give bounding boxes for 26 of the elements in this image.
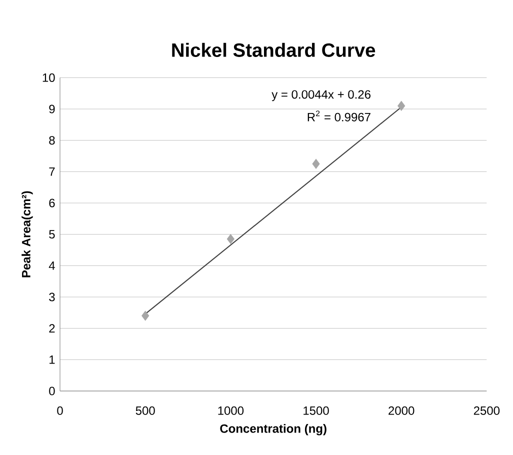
x-tick-label: 1500 — [304, 406, 329, 415]
chart-title: Nickel Standard Curve — [172, 42, 376, 57]
y-tick-label: 5 — [49, 230, 55, 239]
y-tick-label: 10 — [42, 73, 55, 82]
y-tick-label: 6 — [49, 198, 55, 208]
y-tick-label: 1 — [50, 356, 55, 364]
x-tick-label: 1000 — [218, 406, 244, 415]
y-tick-label: 2 — [49, 324, 55, 333]
point — [142, 310, 150, 321]
annotation: R$^{2}$ = 0.9967 — [308, 110, 370, 122]
point — [398, 100, 406, 111]
x-tick-label: 2500 — [474, 406, 500, 415]
y-tick-label: 7 — [49, 168, 55, 176]
y-tick-label: 4 — [48, 262, 55, 270]
y-axis-title: Peak Area(cm²) — [22, 191, 33, 278]
y-tick-label: 3 — [49, 292, 55, 302]
point — [312, 158, 320, 169]
point — [226, 234, 234, 244]
annotation: y = 0.0044x + 0.26 — [272, 90, 370, 102]
y-tick-label: 0 — [49, 386, 55, 396]
y-tick-label: 8 — [49, 136, 55, 145]
x-tick-label: 500 — [136, 406, 155, 415]
x-axis-title: Concentration (ng) — [220, 424, 326, 436]
x-tick-label: 2000 — [388, 406, 414, 415]
y-tick-label: 9 — [49, 104, 55, 114]
x-tick-label: 0 — [57, 406, 63, 415]
